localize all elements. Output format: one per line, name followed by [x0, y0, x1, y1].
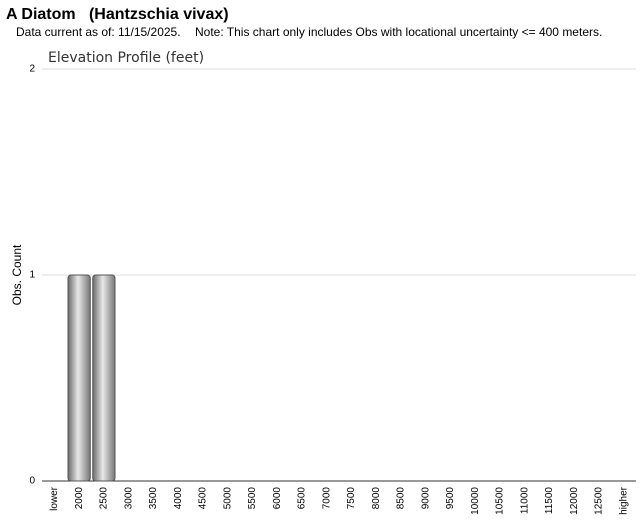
x-tick-label: 8000	[371, 487, 382, 510]
bar	[67, 274, 91, 482]
x-tick-label: 10000	[470, 487, 481, 515]
x-tick-label: 12500	[594, 487, 605, 515]
y-tick-label: 0	[29, 476, 35, 487]
x-tick-label: 2500	[99, 487, 110, 510]
y-tick-label: 2	[29, 64, 35, 75]
page-title: A Diatom (Hantzschia vivax)	[6, 6, 229, 23]
x-tick-label: 6000	[272, 487, 283, 510]
x-tick-label: 9500	[445, 487, 456, 510]
x-tick-label: 3000	[123, 487, 134, 510]
x-tick-label: 11500	[544, 487, 555, 515]
x-tick-label: 11000	[519, 487, 530, 515]
x-tick-label: 5500	[247, 487, 258, 510]
y-tick-label: 1	[29, 270, 35, 281]
x-tick-label: 12000	[569, 487, 580, 515]
data-current: Data current as of: 11/15/2025.	[16, 25, 181, 39]
x-tick-label: 2000	[74, 487, 85, 510]
x-tick-label: higher	[618, 486, 629, 514]
y-axis-label: Obs. Count	[10, 244, 24, 305]
x-tick-label: 10500	[495, 487, 506, 515]
x-tick-label: 4000	[173, 487, 184, 510]
x-tick-label: 5000	[222, 487, 233, 510]
note: Note: This chart only includes Obs with …	[195, 25, 602, 39]
chart-title: Elevation Profile (feet)	[48, 50, 204, 66]
x-tick-label: 3500	[148, 487, 159, 510]
x-tick-label: 9000	[420, 487, 431, 510]
x-tick-label: lower	[49, 486, 60, 511]
x-tick-label: 8500	[396, 487, 407, 510]
x-tick-label: 7500	[346, 487, 357, 510]
bar	[92, 274, 116, 482]
x-tick-label: 7000	[321, 487, 332, 510]
x-tick-label: 4500	[198, 487, 209, 510]
x-tick-label: 6500	[297, 487, 308, 510]
